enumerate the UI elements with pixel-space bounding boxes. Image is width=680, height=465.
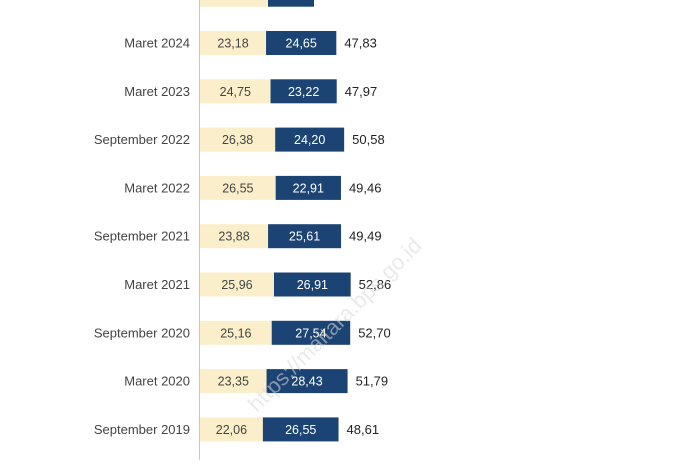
total-label: 49,46	[349, 180, 382, 195]
category-label: September 2019	[94, 422, 190, 437]
bars-layer	[200, 0, 351, 442]
data-label: 25,61	[289, 230, 320, 244]
data-label: 23,18	[217, 37, 248, 51]
total-label: 47,97	[345, 84, 378, 99]
data-label: 24,65	[286, 37, 317, 51]
bar-segment-dark	[273, 272, 351, 297]
category-label: Maret 2024	[124, 36, 190, 51]
category-label: September 2021	[94, 229, 190, 244]
total-label: 50,58	[352, 132, 385, 147]
bar-segment-partial	[268, 0, 314, 7]
bar-segment-partial	[200, 0, 268, 7]
bar-segment-light	[200, 127, 276, 152]
labels-layer: Maret 2024 23,18 24,65 47,83 Maret 2023 24,75…	[94, 36, 391, 437]
category-label: September 2020	[94, 325, 190, 340]
data-label: 23,88	[218, 230, 249, 244]
data-label: 23,22	[288, 85, 319, 99]
bar-segment-light	[200, 272, 274, 297]
data-label: 26,55	[222, 181, 253, 195]
bar-segment-dark	[275, 127, 345, 152]
bar-segment-light	[200, 79, 271, 104]
total-label: 49,49	[349, 229, 382, 244]
bar-segment-dark	[268, 224, 342, 249]
data-label: 25,16	[220, 326, 251, 340]
total-label: 52,70	[358, 325, 391, 340]
data-label: 24,75	[220, 85, 251, 99]
data-label: 22,06	[216, 423, 247, 437]
bar-segment-dark	[266, 369, 348, 394]
total-label: 52,86	[359, 277, 392, 292]
bar-segment-light	[200, 417, 263, 442]
bar-segment-dark	[270, 79, 337, 104]
bar-segment-dark	[262, 417, 339, 442]
data-label: 26,91	[297, 278, 328, 292]
data-label: 22,91	[293, 181, 324, 195]
bar-segment-dark	[275, 175, 341, 200]
data-label: 27,54	[295, 326, 326, 340]
total-label: 47,83	[344, 36, 377, 51]
data-label: 23,35	[218, 375, 249, 389]
bar-segment-light	[200, 320, 272, 345]
category-label: Maret 2021	[124, 277, 190, 292]
bar-segment-dark	[271, 320, 351, 345]
data-label: 28,43	[291, 375, 322, 389]
data-label: 25,96	[221, 278, 252, 292]
category-label: Maret 2022	[124, 180, 190, 195]
bar-segment-dark	[266, 31, 337, 55]
category-label: Maret 2023	[124, 84, 190, 99]
data-label: 26,38	[222, 133, 253, 147]
total-label: 48,61	[347, 422, 380, 437]
bar-segment-light	[200, 31, 267, 55]
total-label: 51,79	[356, 374, 389, 389]
data-label: 24,20	[294, 133, 325, 147]
bar-segment-light	[200, 369, 267, 394]
category-label: September 2022	[94, 132, 190, 147]
bar-segment-light	[200, 175, 276, 200]
bar-segment-light	[200, 224, 269, 249]
category-label: Maret 2020	[124, 374, 190, 389]
data-label: 26,55	[285, 423, 316, 437]
